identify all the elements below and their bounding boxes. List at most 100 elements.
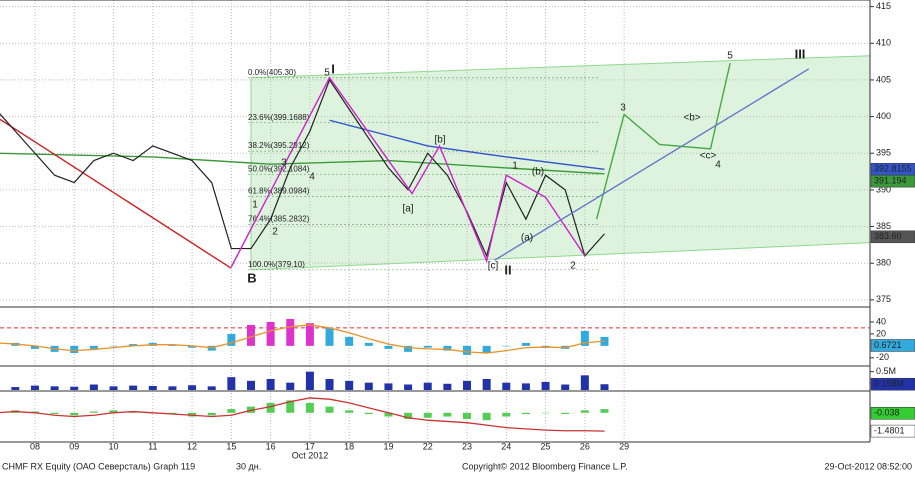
indicator-bar [305,323,314,346]
indicator-bar [463,412,472,419]
fib-label: 38.2%(395.2912) [248,141,310,150]
indicator-bar [168,386,177,390]
indicator-bar [188,345,197,348]
last-value-box [870,407,915,420]
x-tick-label: 23 [462,441,472,451]
y-tick-label: 20 [876,328,886,338]
wave-label: III [795,46,806,61]
indicator-bar [482,412,491,421]
indicator-bar [109,386,118,390]
x-tick-label: 24 [501,441,511,451]
indicator-bar [384,383,393,390]
indicator-bar [207,412,216,416]
x-tick-label: 25 [541,441,551,451]
indicator-bar [305,371,314,390]
last-value-label: 392.8155 [874,164,912,174]
series-line [0,118,232,269]
wave-label: B [247,270,256,285]
fib-label: 100.0%(379.10) [248,260,305,269]
y-tick-label: 405 [876,74,891,84]
y-tick-label: -20 [876,352,889,362]
indicator-bar [266,379,275,390]
last-value-box [870,424,915,438]
indicator-bar [345,336,354,346]
wave-label: 3 [281,158,287,169]
fib-label: 23.6%(399.1688) [248,113,310,122]
wave-label: I [331,61,335,76]
indicator-bar [443,383,452,390]
wave-label: II [504,262,511,277]
y-tick-label: 0.5M [876,366,896,376]
x-tick-label: 15 [226,441,236,451]
indicator-bar [325,406,334,413]
wave-label: 1 [252,200,258,211]
indicator-bar [227,333,236,346]
x-tick-label: 19 [383,441,393,451]
indicator-bar [30,345,39,349]
indicator-bar [70,412,79,416]
indicator-bar [364,382,373,390]
x-tick-label: 11 [148,441,157,451]
indicator-line [0,397,605,432]
fib-label: 0.0%(405.30) [248,68,296,77]
y-tick-label: 380 [876,258,891,268]
indicator-bar [521,412,530,415]
fib-label: 50.0%(392.1084) [248,165,310,174]
wave-label: 3 [620,103,626,114]
y-tick-label: 395 [876,148,891,158]
x-tick-label: 12 [187,441,197,451]
x-tick-label: 09 [69,441,79,451]
copyright: Copyright© 2012 Bloomberg Finance L.P. [462,461,628,471]
indicator-bar [50,412,59,415]
indicator-bar [521,342,530,346]
wave-label: 5 [324,68,330,79]
wave-label: 1 [512,161,518,172]
period: 30 дн. [236,461,261,471]
indicator-bar [463,345,472,355]
indicator-bar [227,409,236,413]
y-tick-label: 375 [876,294,891,304]
last-value-label: 0.158M [874,379,904,389]
indicator-bar [384,345,393,349]
last-value-box [870,377,915,391]
footer-title: CHMF RX Equity (ОАО Северсталь) Graph 11… [2,461,195,471]
y-tick-label: 415 [876,1,891,11]
wave-label: 4 [715,160,721,171]
wave-label: [b] [434,135,445,146]
x-tick-label: 08 [30,441,40,451]
indicator-bar [89,411,98,413]
indicator-bar [404,384,413,390]
indicator-bar [561,412,570,415]
indicator-bar [266,321,275,346]
last-value-label: 0.6721 [874,340,902,350]
indicator-bar [561,384,570,390]
wave-label: <c> [700,151,717,162]
indicator-bar [541,412,550,414]
indicator-bar [423,382,432,390]
last-value-box [870,174,915,188]
x-tick-label: 26 [580,441,590,451]
indicator-bar [129,344,138,346]
wave-label: 2 [570,261,576,272]
indicator-bar [129,385,138,390]
indicator-bar [463,380,472,390]
indicator-bar [502,345,511,347]
indicator-bar [266,402,275,413]
y-tick-label: 410 [876,38,891,48]
indicator-bar [246,324,255,346]
indicator-bar [521,383,530,390]
indicator-bar [404,345,413,352]
wave-label: (a) [521,233,533,244]
series-line [329,119,605,171]
indicator-bar [109,410,118,413]
indicator-bar [89,345,98,349]
indicator-bar [188,385,197,390]
indicator-bar [580,375,589,390]
wave-label: (b) [532,167,544,178]
indicator-bar [443,345,452,351]
indicator-bar [580,330,589,346]
x-axis-label: Oct 2012 [292,450,329,460]
indicator-bar [70,386,79,390]
indicator-bar [325,327,334,346]
